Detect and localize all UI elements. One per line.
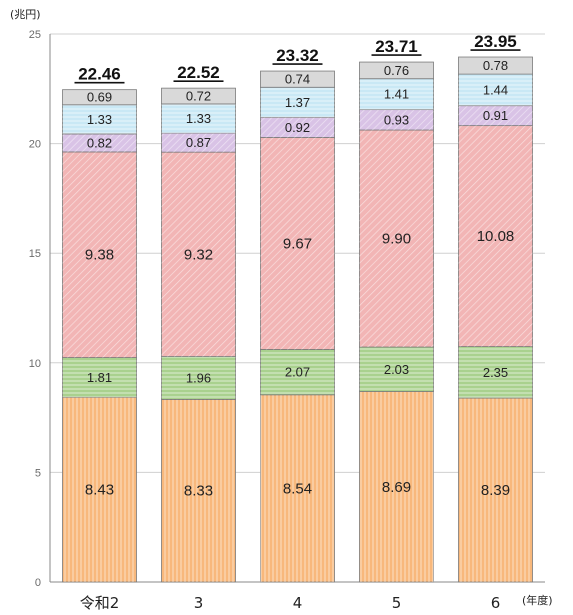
bar-segment-texture [260,349,335,395]
bar-segment-texture [458,398,533,582]
y-axis-unit-label: (兆円) [10,8,41,21]
data-label: 8.33 [184,483,213,500]
bar-segment-texture [62,133,137,152]
data-label: 0.69 [87,90,112,105]
data-label: 9.38 [85,247,114,264]
bars: 8.43 1.81 9.38 0.82 1.33 0.69 22.46 8.33 1.96 9.3… [62,32,533,583]
bar-segment-texture [62,104,137,134]
data-label: 0.92 [285,120,310,135]
bar-segment-texture [161,152,236,357]
y-tick-label: 10 [29,358,41,370]
data-label: 8.39 [481,482,510,499]
data-label: 8.43 [85,482,114,499]
y-axis-ticks: 0 5 10 15 20 25 [29,29,41,589]
data-label: 9.67 [283,235,312,252]
data-label: 0.87 [186,135,211,150]
total-label: 22.46 [78,65,121,84]
x-category-label: 4 [293,594,303,612]
bar-segment-texture [161,103,236,134]
data-label: 0.91 [483,108,508,123]
data-label: 10.08 [477,228,515,245]
x-category-label: 令和2 [80,594,120,612]
data-label: 9.32 [184,246,213,263]
bar-segment-texture [458,74,533,106]
bar-segment-texture [260,117,335,138]
data-label: 8.54 [283,480,312,497]
bar-stack: 8.69 2.03 9.90 0.93 1.41 0.76 23.71 [359,37,434,583]
bar-segment-texture [359,109,434,131]
data-label: 0.74 [285,72,310,87]
bar-stack: 8.54 2.07 9.67 0.92 1.37 0.74 23.32 [260,46,335,583]
data-label: 1.33 [186,111,211,126]
bar-segment-texture [458,346,533,399]
total-label: 23.71 [375,37,418,56]
bar-segment-texture [161,356,236,400]
data-label: 0.76 [384,63,409,78]
data-label: 1.41 [384,87,409,102]
x-axis-category-labels: 令和2 3 4 5 6 [80,594,501,612]
bar-segment-texture [161,399,236,582]
data-label: 2.07 [285,365,310,380]
bar-segment [62,89,137,106]
y-tick-label: 0 [35,577,41,589]
bar-segment [458,56,533,75]
bar-segment-texture [62,151,137,358]
y-tick-label: 25 [29,29,41,41]
x-category-label: 3 [194,594,204,612]
data-label: 2.35 [483,365,508,380]
bar-stack: 8.39 2.35 10.08 0.91 1.44 0.78 23.95 [458,32,533,583]
data-label: 1.96 [186,370,211,385]
y-tick-label: 5 [35,467,41,479]
bar-segment-texture [359,130,434,348]
bar-segment-texture [359,347,434,392]
x-category-label: 5 [392,594,402,612]
y-tick-label: 15 [29,248,41,260]
data-label: 9.90 [382,231,411,248]
data-label: 1.33 [87,112,112,127]
bar-segment-texture [161,133,236,153]
data-label: 0.93 [384,112,409,127]
data-label: 0.82 [87,135,112,150]
bar-segment [161,87,236,105]
data-label: 0.72 [186,89,211,104]
data-label: 2.03 [384,362,409,377]
bar-stack: 8.33 1.96 9.32 0.87 1.33 0.72 22.52 [161,63,236,583]
bar-segment-texture [62,357,137,398]
total-label: 23.32 [276,46,319,65]
data-label: 1.44 [483,82,508,97]
bar-segment-texture [260,87,335,118]
data-label: 0.78 [483,58,508,73]
bar-segment [359,61,434,80]
bar-stack: 8.43 1.81 9.38 0.82 1.33 0.69 22.46 [62,65,137,583]
data-label: 1.37 [285,95,310,110]
bar-segment-texture [458,105,533,126]
total-label: 22.52 [177,63,220,82]
x-category-label: 6 [491,594,501,612]
bar-segment-texture [359,78,434,110]
x-axis-unit-label: (年度) [522,593,553,607]
bar-segment-texture [359,391,434,582]
bar-segment-texture [458,125,533,347]
bar-segment [260,70,335,88]
bar-segment-texture [62,397,137,582]
data-label: 1.81 [87,370,112,385]
y-tick-label: 20 [29,139,41,151]
total-label: 23.95 [474,32,517,51]
data-label: 8.69 [382,479,411,496]
bar-segment-texture [260,394,335,582]
bar-segment-texture [260,137,335,350]
